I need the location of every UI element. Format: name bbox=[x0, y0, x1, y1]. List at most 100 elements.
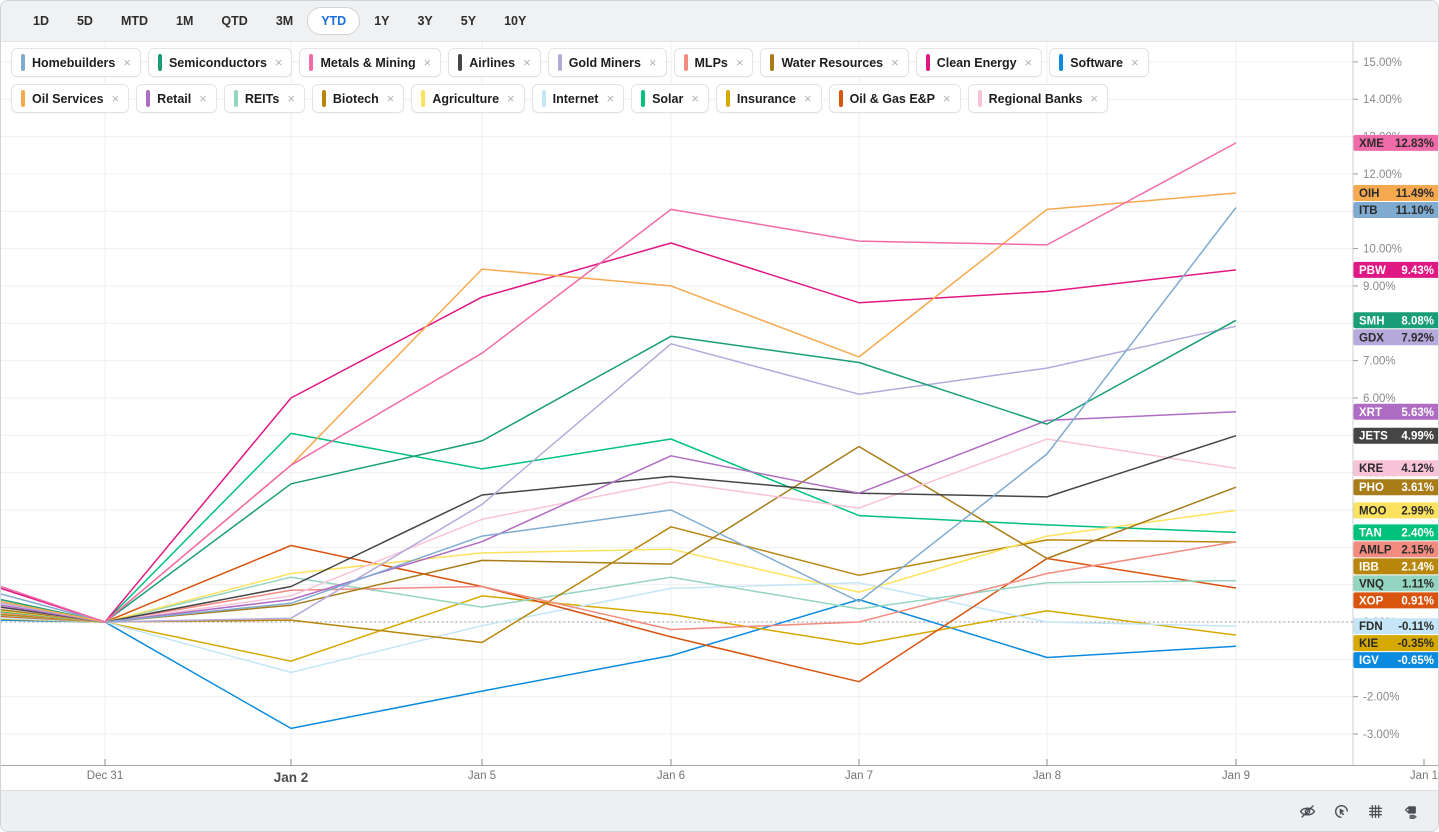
chip-close-icon[interactable]: × bbox=[199, 91, 207, 106]
chip-color-bar bbox=[157, 54, 162, 71]
chip-close-icon[interactable]: × bbox=[1090, 91, 1098, 106]
sector-chip-reits[interactable]: REITs × bbox=[223, 84, 305, 113]
sector-chip-water-resources[interactable]: Water Resources × bbox=[760, 48, 909, 77]
price-label-ticker: KIE bbox=[1359, 638, 1379, 650]
x-axis-label: Jan 5 bbox=[467, 770, 497, 782]
chip-close-icon[interactable]: × bbox=[648, 55, 657, 70]
x-axis-label: Jan 6 bbox=[656, 770, 686, 782]
price-label-value: 4.99% bbox=[1401, 431, 1434, 443]
chip-close-icon[interactable]: × bbox=[274, 55, 283, 70]
chip-label: Oil & Gas E&P bbox=[849, 91, 936, 106]
sector-chip-homebuilders[interactable]: Homebuilders × bbox=[11, 48, 141, 77]
sector-chip-retail[interactable]: Retail × bbox=[136, 84, 217, 113]
series-line-SMH bbox=[1, 319, 1237, 623]
chip-color-bar bbox=[21, 90, 25, 107]
chip-color-bar bbox=[725, 90, 730, 107]
price-label-value: 8.08% bbox=[1401, 315, 1434, 327]
chip-close-icon[interactable]: × bbox=[943, 91, 951, 106]
series-line-PBW bbox=[1, 242, 1237, 623]
price-label-value: 2.14% bbox=[1401, 561, 1434, 573]
chip-close-icon[interactable]: × bbox=[606, 91, 615, 106]
chip-label: Software bbox=[1070, 55, 1123, 70]
y-tick-label: 6.00% bbox=[1363, 393, 1396, 405]
chart-svg[interactable]: 15.00%14.00%13.00%12.00%11.00%10.00%9.00… bbox=[1, 41, 1439, 766]
sector-chip-metals-mining[interactable]: Metals & Mining × bbox=[299, 48, 442, 77]
sector-chip-software[interactable]: Software × bbox=[1049, 48, 1149, 77]
chip-close-icon[interactable]: × bbox=[507, 91, 515, 106]
range-button-3y[interactable]: 3Y bbox=[403, 7, 446, 35]
price-label-ticker: TAN bbox=[1359, 527, 1382, 539]
price-label-value: 4.12% bbox=[1401, 463, 1434, 475]
sector-chip-oil-services[interactable]: Oil Services × bbox=[11, 84, 130, 113]
chip-color-bar bbox=[233, 90, 238, 107]
grid-icon[interactable] bbox=[1362, 798, 1388, 824]
crosshair-off-icon[interactable] bbox=[1294, 798, 1320, 824]
y-tick-label: -3.00% bbox=[1363, 729, 1399, 741]
price-label-value: 11.10% bbox=[1396, 205, 1434, 217]
chip-close-icon[interactable]: × bbox=[523, 55, 531, 70]
range-button-mtd[interactable]: MTD bbox=[107, 7, 162, 35]
price-chart[interactable]: 15.00%14.00%13.00%12.00%11.00%10.00%9.00… bbox=[1, 41, 1439, 766]
range-button-1m[interactable]: 1M bbox=[162, 7, 207, 35]
chip-color-bar bbox=[641, 90, 646, 107]
chip-close-icon[interactable]: × bbox=[735, 55, 744, 70]
sector-chip-insurance[interactable]: Insurance × bbox=[715, 84, 822, 113]
sector-chip-mlps[interactable]: MLPs × bbox=[673, 48, 754, 77]
range-button-1y[interactable]: 1Y bbox=[360, 7, 403, 35]
series-line-FDN bbox=[1, 582, 1237, 674]
magnet-icon[interactable] bbox=[1328, 798, 1354, 824]
sector-chip-internet[interactable]: Internet × bbox=[531, 84, 625, 113]
series-price-label-XOP: XOP 0.91% bbox=[1353, 592, 1438, 609]
sector-chip-agriculture[interactable]: Agriculture × bbox=[411, 84, 525, 113]
chip-close-icon[interactable]: × bbox=[123, 55, 131, 70]
price-label-ticker: XOP bbox=[1359, 595, 1384, 607]
range-button-10y[interactable]: 10Y bbox=[490, 7, 540, 35]
range-button-ytd[interactable]: YTD bbox=[307, 7, 361, 35]
sector-chip-clean-energy[interactable]: Clean Energy × bbox=[915, 48, 1043, 77]
chip-close-icon[interactable]: × bbox=[691, 91, 699, 106]
chip-color-bar bbox=[321, 90, 326, 107]
chip-label: Solar bbox=[652, 91, 684, 106]
range-button-1d[interactable]: 1D bbox=[19, 7, 63, 35]
price-label-ticker: VNQ bbox=[1359, 578, 1384, 590]
chip-color-bar bbox=[838, 90, 843, 107]
chip-close-icon[interactable]: × bbox=[423, 55, 432, 70]
price-label-ticker: ITB bbox=[1359, 205, 1378, 217]
sector-chip-biotech[interactable]: Biotech × bbox=[311, 84, 405, 113]
y-tick-label: -2.00% bbox=[1363, 692, 1399, 704]
chip-close-icon[interactable]: × bbox=[111, 91, 120, 106]
chip-color-bar bbox=[309, 54, 314, 71]
series-price-label-IGV: IGV -0.65% bbox=[1353, 652, 1438, 669]
sector-chip-regional-banks[interactable]: Regional Banks × bbox=[967, 84, 1108, 113]
price-label-ticker: IBB bbox=[1359, 561, 1379, 573]
chip-close-icon[interactable]: × bbox=[803, 91, 812, 106]
price-label-ticker: XME bbox=[1359, 138, 1384, 150]
sector-chip-solar[interactable]: Solar × bbox=[631, 84, 709, 113]
chip-label: Semiconductors bbox=[168, 55, 267, 70]
chip-close-icon[interactable]: × bbox=[1024, 55, 1033, 70]
sector-chip-oil-gas-e-p[interactable]: Oil & Gas E&P × bbox=[828, 84, 961, 113]
range-button-5d[interactable]: 5D bbox=[63, 7, 107, 35]
sector-chip-airlines[interactable]: Airlines × bbox=[448, 48, 541, 77]
chip-close-icon[interactable]: × bbox=[287, 91, 295, 106]
time-range-bar: 1D 5D MTD 1M QTD 3M YTD 1Y 3Y 5Y 10Y bbox=[1, 1, 1438, 42]
range-button-qtd[interactable]: QTD bbox=[207, 7, 261, 35]
chip-close-icon[interactable]: × bbox=[1131, 55, 1139, 70]
price-label-value: 5.63% bbox=[1401, 407, 1434, 419]
chip-close-icon[interactable]: × bbox=[891, 55, 899, 70]
price-label-value: 2.99% bbox=[1401, 505, 1434, 517]
range-button-5y[interactable]: 5Y bbox=[447, 7, 490, 35]
chip-close-icon[interactable]: × bbox=[386, 91, 395, 106]
series-price-label-PHO: PHO 3.61% bbox=[1353, 479, 1438, 496]
range-button-3m[interactable]: 3M bbox=[262, 7, 307, 35]
tags-icon[interactable] bbox=[1396, 798, 1422, 824]
sector-chip-gold-miners[interactable]: Gold Miners × bbox=[547, 48, 667, 77]
sector-chip-semiconductors[interactable]: Semiconductors × bbox=[147, 48, 293, 77]
chip-label: Metals & Mining bbox=[320, 55, 416, 70]
chip-label: Internet bbox=[552, 91, 599, 106]
y-tick-label: 9.00% bbox=[1363, 281, 1396, 293]
chip-color-bar bbox=[146, 90, 151, 107]
series-line-XOP bbox=[1, 544, 1237, 683]
price-label-ticker: KRE bbox=[1359, 463, 1384, 475]
x-axis: Dec 31 Jan 2 Jan 5 Jan 6 Jan 7 Jan 8 Jan 9 Jan … bbox=[1, 766, 1438, 792]
